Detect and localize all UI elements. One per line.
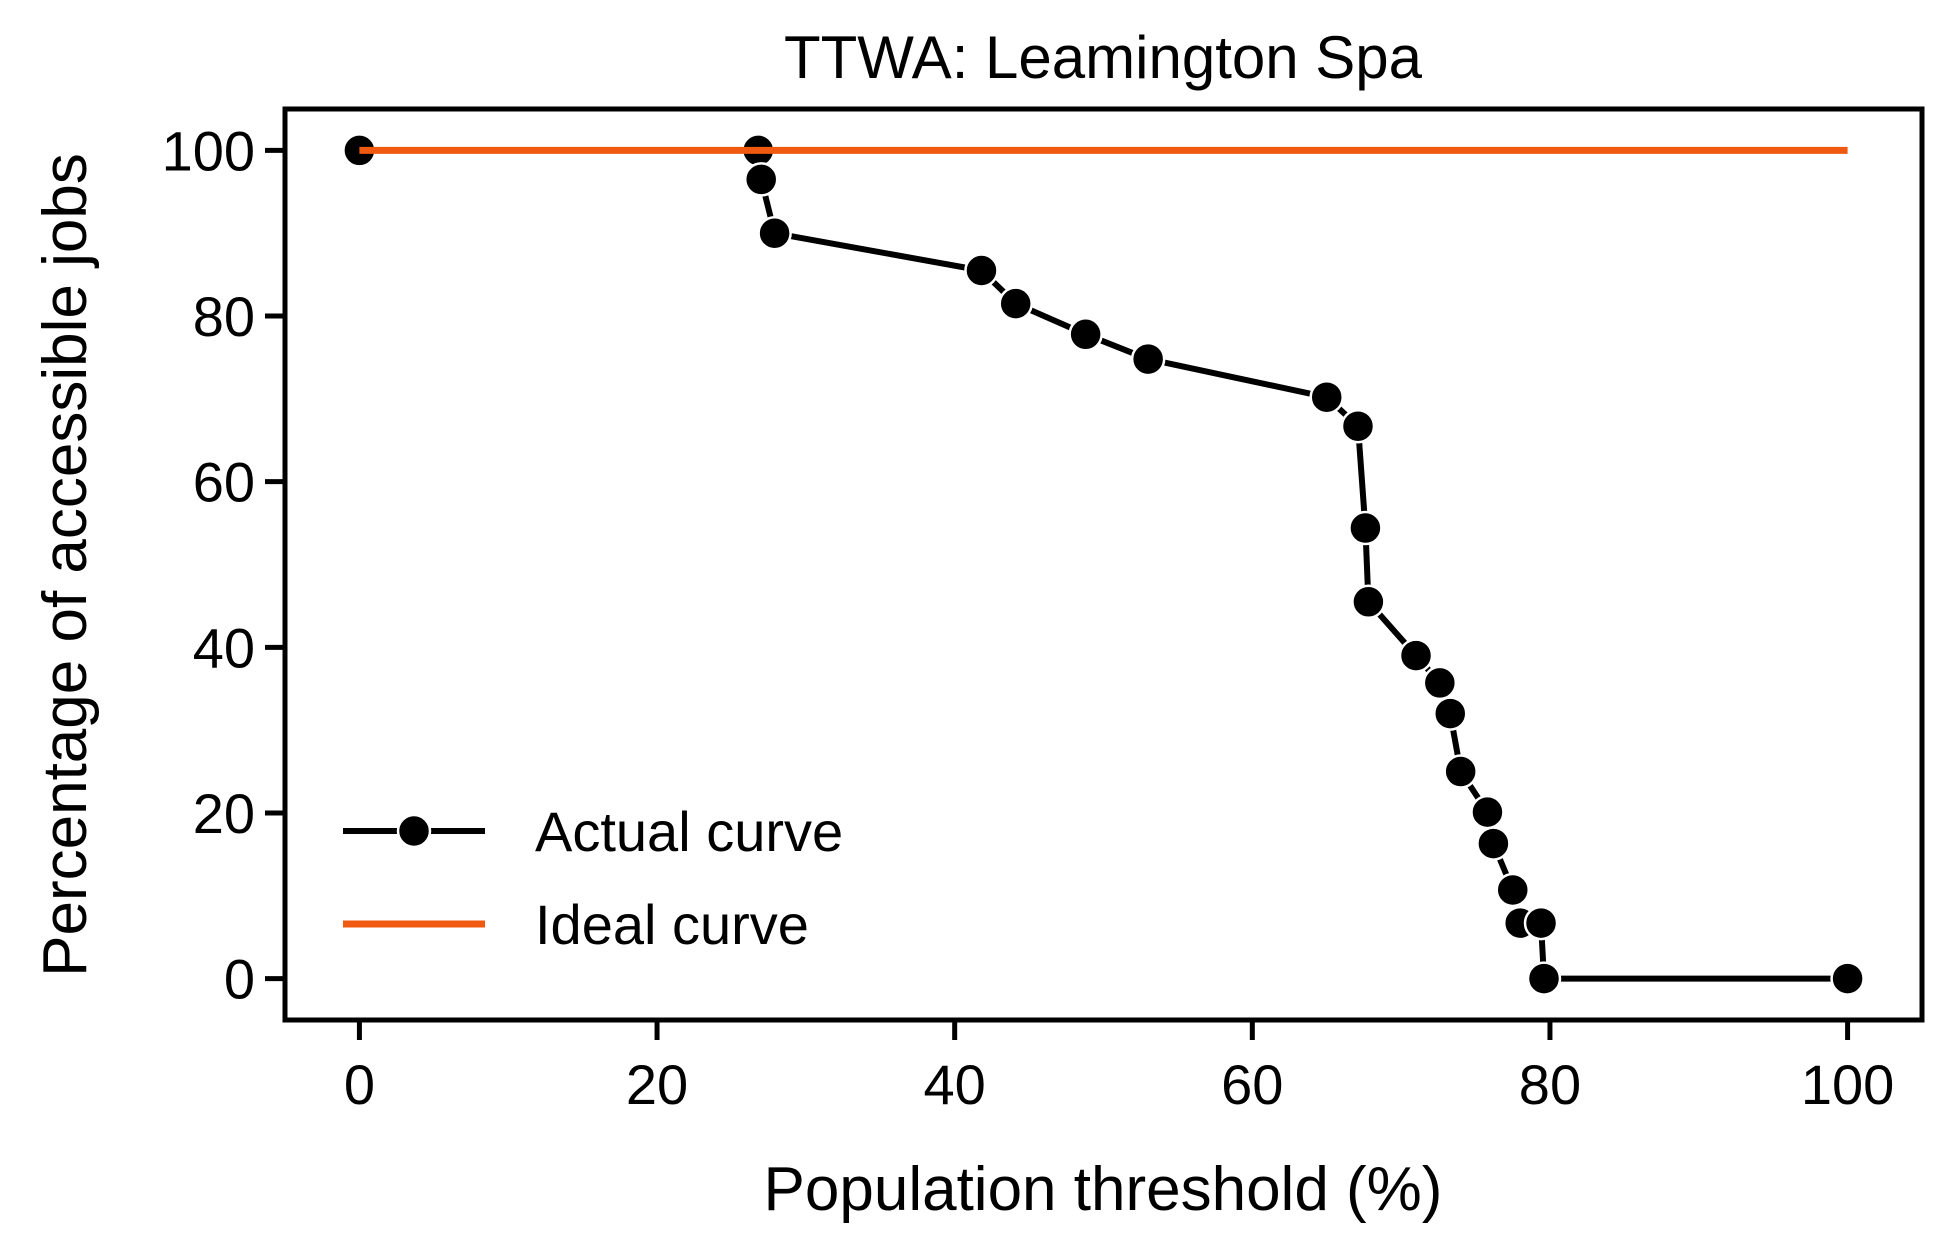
actual-curve-point [1068,317,1103,352]
actual-curve-point [1398,638,1434,673]
legend-label: Actual curve [535,800,843,863]
actual-curve-point [1432,696,1468,731]
chart-title: TTWA: Leamington Spa [784,24,1423,91]
y-axis-ticks: 0 20 40 60 80 100 [162,119,285,1011]
y-axis-label: Percentage of accessible jobs [31,153,100,977]
actual-curve-point [998,286,1033,321]
y-tick-label: 60 [193,451,255,514]
actual-curve-point [743,162,779,197]
x-tick-label: 20 [626,1053,688,1116]
actual-curve-point [1470,794,1505,830]
y-tick-label: 80 [193,285,255,348]
actual-curve-point [1130,341,1166,377]
x-tick-label: 0 [344,1053,375,1116]
x-axis-label: Population threshold (%) [764,1155,1443,1224]
legend: Actual curve Ideal curve [343,800,843,956]
legend-label: Ideal curve [535,893,809,956]
actual-curve-point [757,215,792,251]
actual-curve-point [1348,510,1383,546]
actual-curve-point [1351,584,1386,620]
plot-frame [282,106,1925,1023]
x-tick-label: 80 [1519,1053,1581,1116]
x-tick-label: 60 [1221,1053,1283,1116]
actual-curve-point [1830,961,1865,996]
y-tick-label: 0 [224,948,255,1011]
x-tick-label: 100 [1801,1053,1894,1116]
actual-curve-point [964,253,999,288]
y-tick-label: 100 [162,119,255,182]
actual-curve-point [1422,665,1458,701]
legend-marker [396,813,432,849]
legend-item-actual-curve: Actual curve [343,800,843,863]
series-layer [342,133,1865,996]
y-tick-label: 40 [193,616,255,679]
actual-curve-point [1495,872,1530,908]
actual-curve-point [1526,961,1562,996]
x-tick-label: 40 [924,1053,986,1116]
x-axis-ticks: 0 20 40 60 80 100 [344,1020,1894,1116]
actual-curve-point [1309,379,1344,415]
actual-curve-point [1340,408,1376,444]
actual-curve-point [1523,905,1559,941]
actual-curve-point [1443,754,1478,789]
actual-curve-point [1476,826,1511,861]
y-tick-label: 20 [193,782,255,845]
legend-item-ideal-curve: Ideal curve [343,893,809,956]
